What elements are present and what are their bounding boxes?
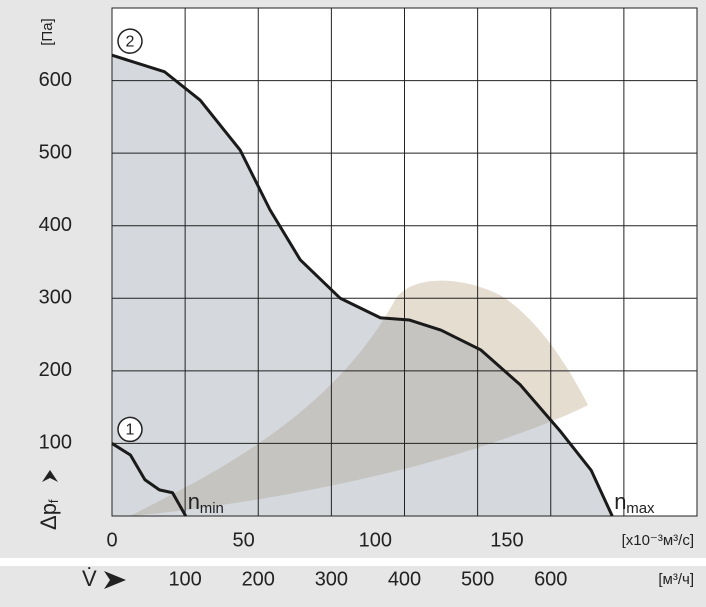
curve-label: n [188, 489, 200, 514]
x-label: V̇ [82, 566, 97, 591]
curve-marker [117, 416, 143, 443]
x2-tick-label: 100 [168, 568, 201, 590]
y-tick-label: 600 [39, 69, 72, 91]
x-unit: [x10⁻³м³/c] [622, 532, 694, 549]
curve-label-sub: min [200, 500, 224, 517]
curve-label-sub: max [626, 500, 655, 517]
x-tick-label: 50 [233, 529, 255, 551]
y-tick-label: 500 [39, 141, 72, 163]
separator [0, 558, 706, 566]
operating-range [130, 280, 588, 516]
curve-marker [117, 28, 143, 54]
y-tick-label: 400 [39, 214, 72, 236]
y-label: Δpf [36, 499, 62, 530]
x2-tick-label: 500 [461, 568, 494, 590]
x2-tick-label: 400 [388, 568, 421, 590]
plot-border [111, 7, 698, 517]
fan-curve [111, 442, 188, 517]
x-arrow [104, 571, 126, 589]
y-label-sub: f [46, 499, 61, 503]
x2-tick-label: 300 [315, 568, 348, 590]
x-tick-label: 100 [359, 529, 392, 551]
x-tick-label: 0 [106, 529, 117, 551]
curve-number: 2 [126, 33, 135, 50]
y-tick-label: 200 [39, 359, 72, 381]
x2-tick-label: 600 [534, 568, 567, 590]
x2-tick-label: 200 [242, 568, 275, 590]
y-label-main: Δp [36, 503, 61, 530]
y-tick-label: 300 [39, 287, 72, 309]
x2-unit: [м³/ч] [658, 571, 694, 588]
y-arrow [42, 470, 58, 482]
fan-field [112, 55, 613, 517]
y-unit: [Па] [39, 18, 56, 45]
y-tick-label: 100 [39, 432, 72, 454]
fan-curve [111, 53, 614, 517]
x-tick-label: 150 [490, 529, 523, 551]
curve-number: 1 [126, 422, 135, 439]
y-axis-label: Δpf [36, 470, 62, 530]
curve-label: n [614, 489, 626, 514]
